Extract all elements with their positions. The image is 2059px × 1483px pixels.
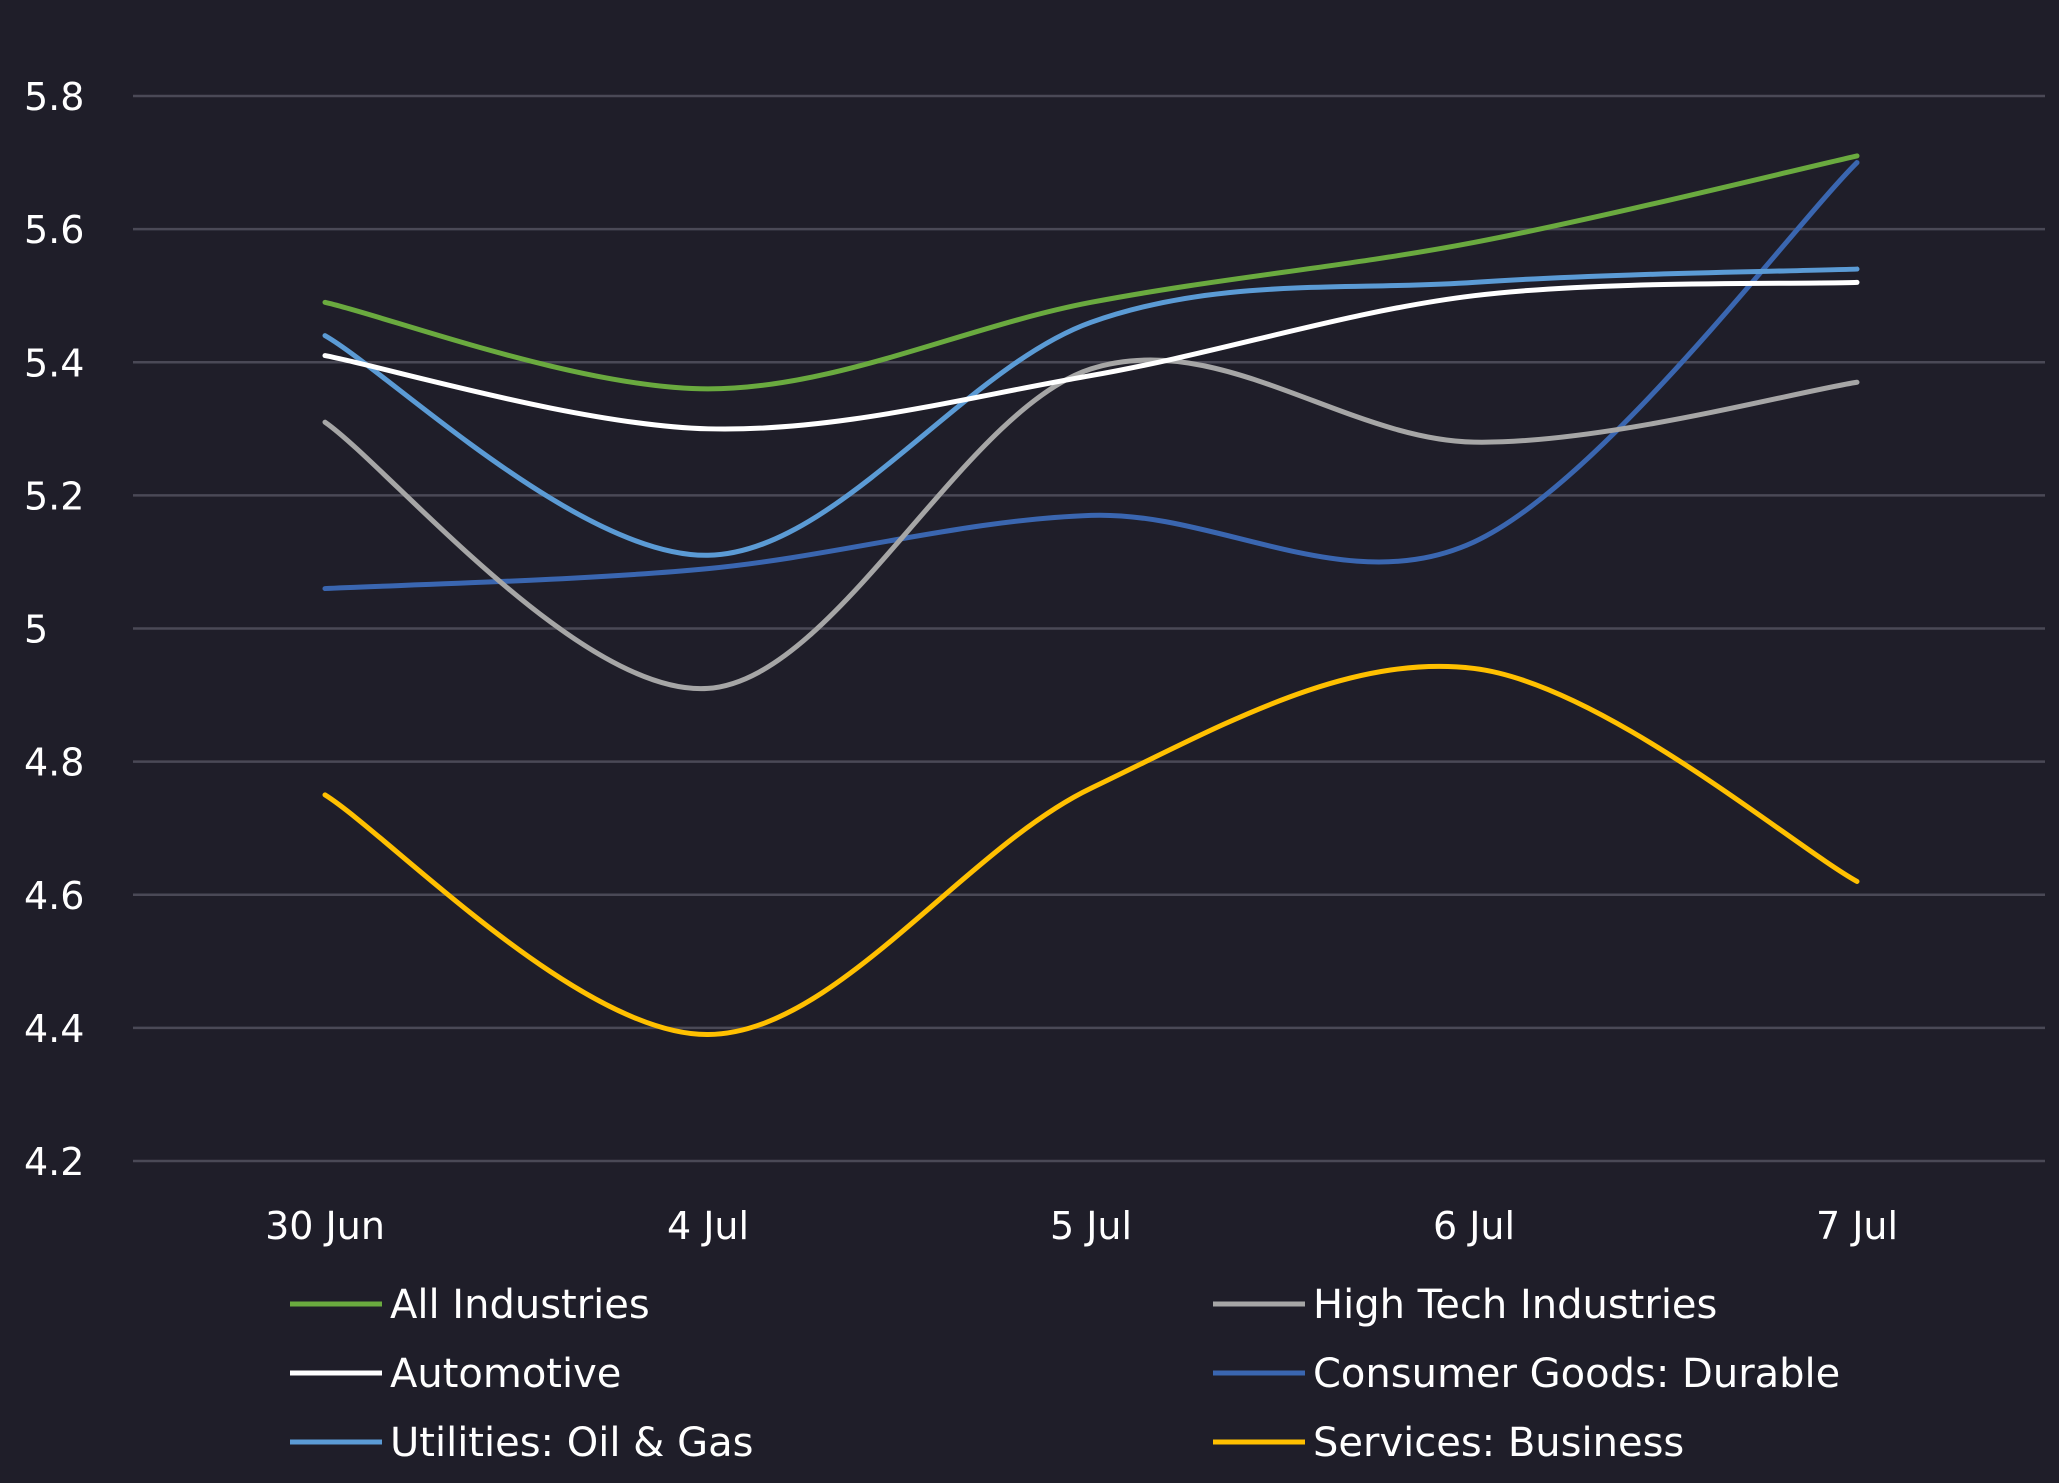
legend-label: All Industries	[390, 1282, 650, 1328]
legend-item-high-tech-industries: High Tech Industries	[1213, 1282, 1717, 1328]
legend-label: Automotive	[390, 1351, 621, 1397]
legend-item-consumer-goods-durable: Consumer Goods: Durable	[1213, 1351, 1840, 1397]
series-line-consumer-goods-durable	[322, 160, 1860, 592]
x-tick-label: 30 Jun	[265, 1204, 385, 1248]
y-tick-label: 5.2	[24, 474, 84, 518]
y-tick-label: 4.2	[24, 1140, 84, 1184]
legend: All Industries High Tech Industries Automo…	[290, 1282, 1840, 1466]
legend-item-all-industries: All Industries	[290, 1282, 650, 1328]
series-line-services-business	[322, 663, 1860, 1038]
series-line-utilities-oil-gas	[322, 266, 1860, 558]
legend-label: Services: Business	[1313, 1420, 1684, 1466]
y-axis: 5.8 5.6 5.4 5.2 5 4.8 4.6 4.4 4.2	[24, 75, 84, 1184]
y-tick-label: 4.4	[24, 1007, 84, 1051]
y-tick-label: 5.4	[24, 341, 84, 385]
y-tick-label: 5.8	[24, 75, 84, 119]
x-tick-label: 5 Jul	[1050, 1204, 1132, 1248]
series-lines	[322, 153, 1860, 1038]
y-tick-label: 5	[24, 608, 48, 652]
legend-item-utilities-oil-gas: Utilities: Oil & Gas	[290, 1420, 753, 1466]
y-tick-label: 4.6	[24, 874, 84, 918]
legend-label: High Tech Industries	[1313, 1282, 1717, 1328]
x-tick-label: 6 Jul	[1433, 1204, 1515, 1248]
series-line-all-industries	[322, 153, 1860, 392]
series-line-automotive	[322, 279, 1860, 432]
x-tick-label: 7 Jul	[1816, 1204, 1898, 1248]
x-axis: 30 Jun 4 Jul 5 Jul 6 Jul 7 Jul	[265, 1204, 1898, 1248]
legend-label: Consumer Goods: Durable	[1313, 1351, 1840, 1397]
x-tick-label: 4 Jul	[667, 1204, 749, 1248]
legend-item-automotive: Automotive	[290, 1351, 621, 1397]
legend-label: Utilities: Oil & Gas	[390, 1420, 753, 1466]
y-tick-label: 5.6	[24, 208, 84, 252]
legend-item-services-business: Services: Business	[1213, 1420, 1684, 1466]
y-tick-label: 4.8	[24, 741, 84, 785]
